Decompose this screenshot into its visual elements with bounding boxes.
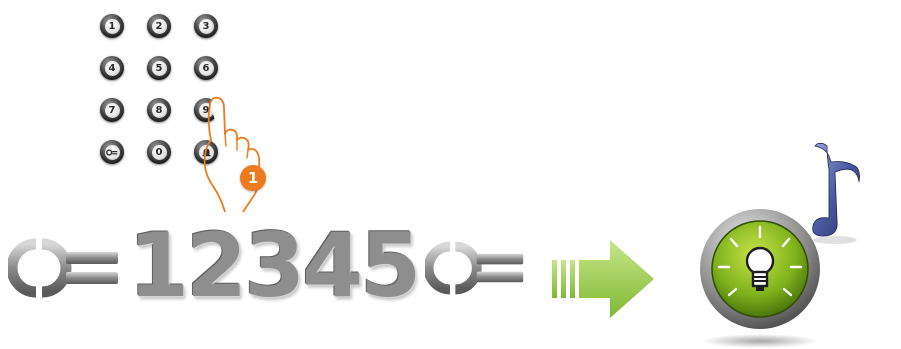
key-label: 6 xyxy=(198,60,214,76)
key-label: 4 xyxy=(104,60,120,76)
access-code-display: 1 2 3 4 5 xyxy=(128,214,422,317)
light-bulb-icon xyxy=(745,246,775,291)
keypad-key-0[interactable]: 0 xyxy=(147,140,171,164)
key-icon xyxy=(425,241,524,295)
key-label: 8 xyxy=(151,102,167,118)
keypad-key-1[interactable]: 1 xyxy=(100,14,124,38)
keypad-key-6[interactable]: 6 xyxy=(194,56,218,80)
key-icon xyxy=(8,238,118,298)
key-icon xyxy=(104,144,120,160)
code-digit: 3 xyxy=(244,214,306,317)
key-label: 7 xyxy=(104,102,120,118)
key-label: 2 xyxy=(151,18,167,34)
code-digit: 4 xyxy=(302,214,364,317)
keypad-key-3[interactable]: 3 xyxy=(194,14,218,38)
key-label: 0 xyxy=(151,144,167,160)
keypad: 1 2 3 4 5 6 7 8 9 0 xyxy=(100,14,218,164)
keypad-key-function[interactable] xyxy=(100,140,124,164)
key-label: 1 xyxy=(104,18,120,34)
keypad-key-4[interactable]: 4 xyxy=(100,56,124,80)
pointing-hand-icon xyxy=(203,96,261,212)
arrow-right-icon xyxy=(552,240,654,318)
code-digit: 5 xyxy=(360,214,422,317)
code-digit: 1 xyxy=(128,214,190,317)
keypad-key-2[interactable]: 2 xyxy=(147,14,171,38)
step-number-badge: 1 xyxy=(240,165,266,191)
code-digit: 2 xyxy=(186,214,248,317)
key-label: 5 xyxy=(151,60,167,76)
keypad-key-5[interactable]: 5 xyxy=(147,56,171,80)
keypad-key-8[interactable]: 8 xyxy=(147,98,171,122)
light-bulb-button[interactable] xyxy=(695,205,825,349)
key-label: 3 xyxy=(198,18,214,34)
keypad-key-7[interactable]: 7 xyxy=(100,98,124,122)
music-note-icon xyxy=(812,142,860,244)
